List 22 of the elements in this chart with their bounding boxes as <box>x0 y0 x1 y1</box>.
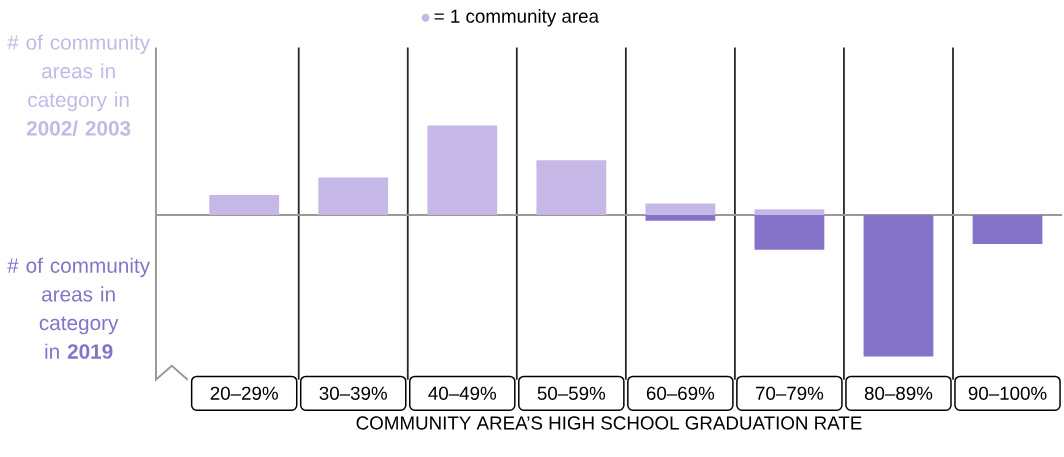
text: # of community areas in category in 2019 <box>7 257 151 359</box>
x-tick-label: 40–49% <box>428 386 497 400</box>
x-tick-label: 70–79% <box>755 386 824 400</box>
x-tick-label: 30–39% <box>319 386 387 400</box>
bar <box>209 194 280 216</box>
bar <box>645 215 716 221</box>
bar <box>972 215 1043 244</box>
bar <box>754 215 825 250</box>
bar <box>536 160 607 216</box>
bar <box>863 215 934 357</box>
x-tick-label: 60–69% <box>646 386 715 400</box>
bar <box>754 209 825 216</box>
text: = 1 community area <box>434 9 600 27</box>
x-tick-label: 50–59% <box>537 386 606 400</box>
bar <box>318 177 389 216</box>
bar <box>645 203 716 216</box>
x-tick-label: 20–29% <box>210 386 278 400</box>
x-axis-title: COMMUNITY AREA’S HIGH SCHOOL GRADUATION RATE <box>356 416 862 430</box>
bar <box>427 125 498 216</box>
text: # of community areas in category in 2002/ 2003 <box>7 34 151 136</box>
x-tick-label: 80–89% <box>864 386 933 400</box>
x-tick-label: 90–100% <box>968 386 1047 400</box>
